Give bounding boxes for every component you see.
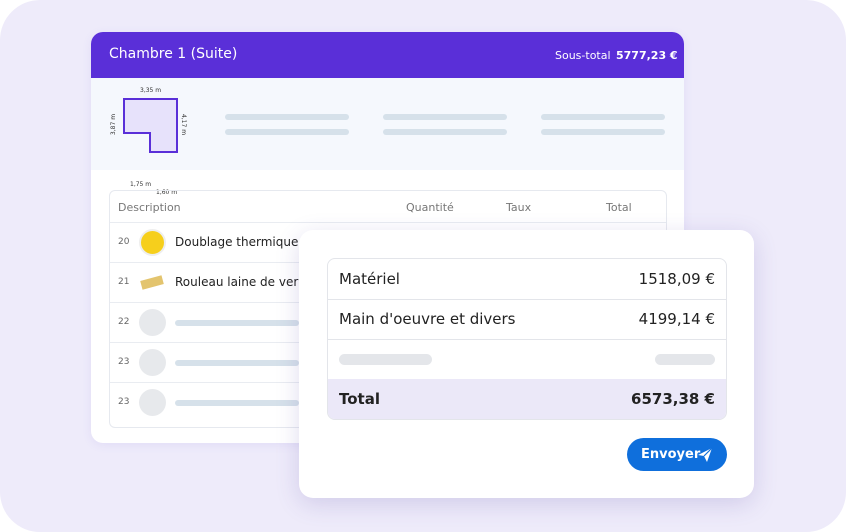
item-icon [139, 229, 166, 256]
column-header: Description [118, 201, 181, 214]
summary-value: 4199,14 € [638, 310, 715, 328]
row-number: 21 [118, 277, 130, 287]
text-placeholder [175, 320, 299, 326]
total-value: 6573,38 € [631, 390, 715, 408]
plan-area: 3,35 m 3,87 m 4,17 m 1,75 m 1,60 m [91, 78, 684, 196]
item-icon-placeholder [139, 309, 166, 336]
text-placeholder [339, 354, 432, 365]
floor-plan [123, 98, 178, 153]
column-header: Quantité [406, 201, 454, 214]
text-placeholder [175, 360, 299, 366]
item-label: Doublage thermique in [175, 235, 314, 249]
row-number: 23 [118, 357, 130, 367]
roll-icon [140, 275, 164, 290]
summary-row: Matériel 1518,09 € [328, 259, 726, 300]
summary-table: Matériel 1518,09 € Main d'oeuvre et divers… [327, 258, 727, 420]
dim-left: 3,87 m [110, 113, 118, 136]
table-row: 20 Doublage thermique in [110, 222, 666, 263]
total-row: Total 6573,38 € [328, 379, 726, 419]
summary-value: 1518,09 € [638, 270, 715, 288]
row-number: 20 [118, 237, 130, 247]
item-label: Rouleau laine de verre [175, 275, 311, 289]
subtotal-label: Sous-total [555, 49, 611, 62]
dim-bottom: 1,60 m [156, 189, 178, 196]
button-label: Envoyer [641, 447, 701, 462]
dim-top: 3,35 m [140, 87, 162, 94]
item-icon [139, 269, 166, 296]
placeholder-row [328, 339, 726, 380]
row-number: 23 [118, 397, 130, 407]
dim-bottom-left: 1,75 m [130, 181, 152, 188]
send-button[interactable]: Envoyer [627, 438, 727, 471]
text-placeholder [175, 400, 299, 406]
card-header: Chambre 1 (Suite) Sous-total 5777,23 € [91, 32, 684, 78]
summary-row: Main d'oeuvre et divers 4199,14 € [328, 299, 726, 340]
item-icon-placeholder [139, 389, 166, 416]
summary-card: Matériel 1518,09 € Main d'oeuvre et divers… [299, 230, 754, 498]
item-icon-placeholder [139, 349, 166, 376]
row-number: 22 [118, 317, 130, 327]
column-header: Taux [506, 201, 532, 214]
summary-label: Main d'oeuvre et divers [339, 310, 516, 328]
subtotal-value: 5777,23 € [616, 49, 678, 62]
summary-label: Matériel [339, 270, 400, 288]
dim-right: 4,17 m [180, 113, 188, 136]
send-icon [698, 447, 713, 462]
text-placeholder [655, 354, 715, 365]
total-label: Total [339, 390, 380, 408]
column-header: Total [606, 201, 632, 214]
title: Chambre 1 (Suite) [109, 46, 238, 62]
